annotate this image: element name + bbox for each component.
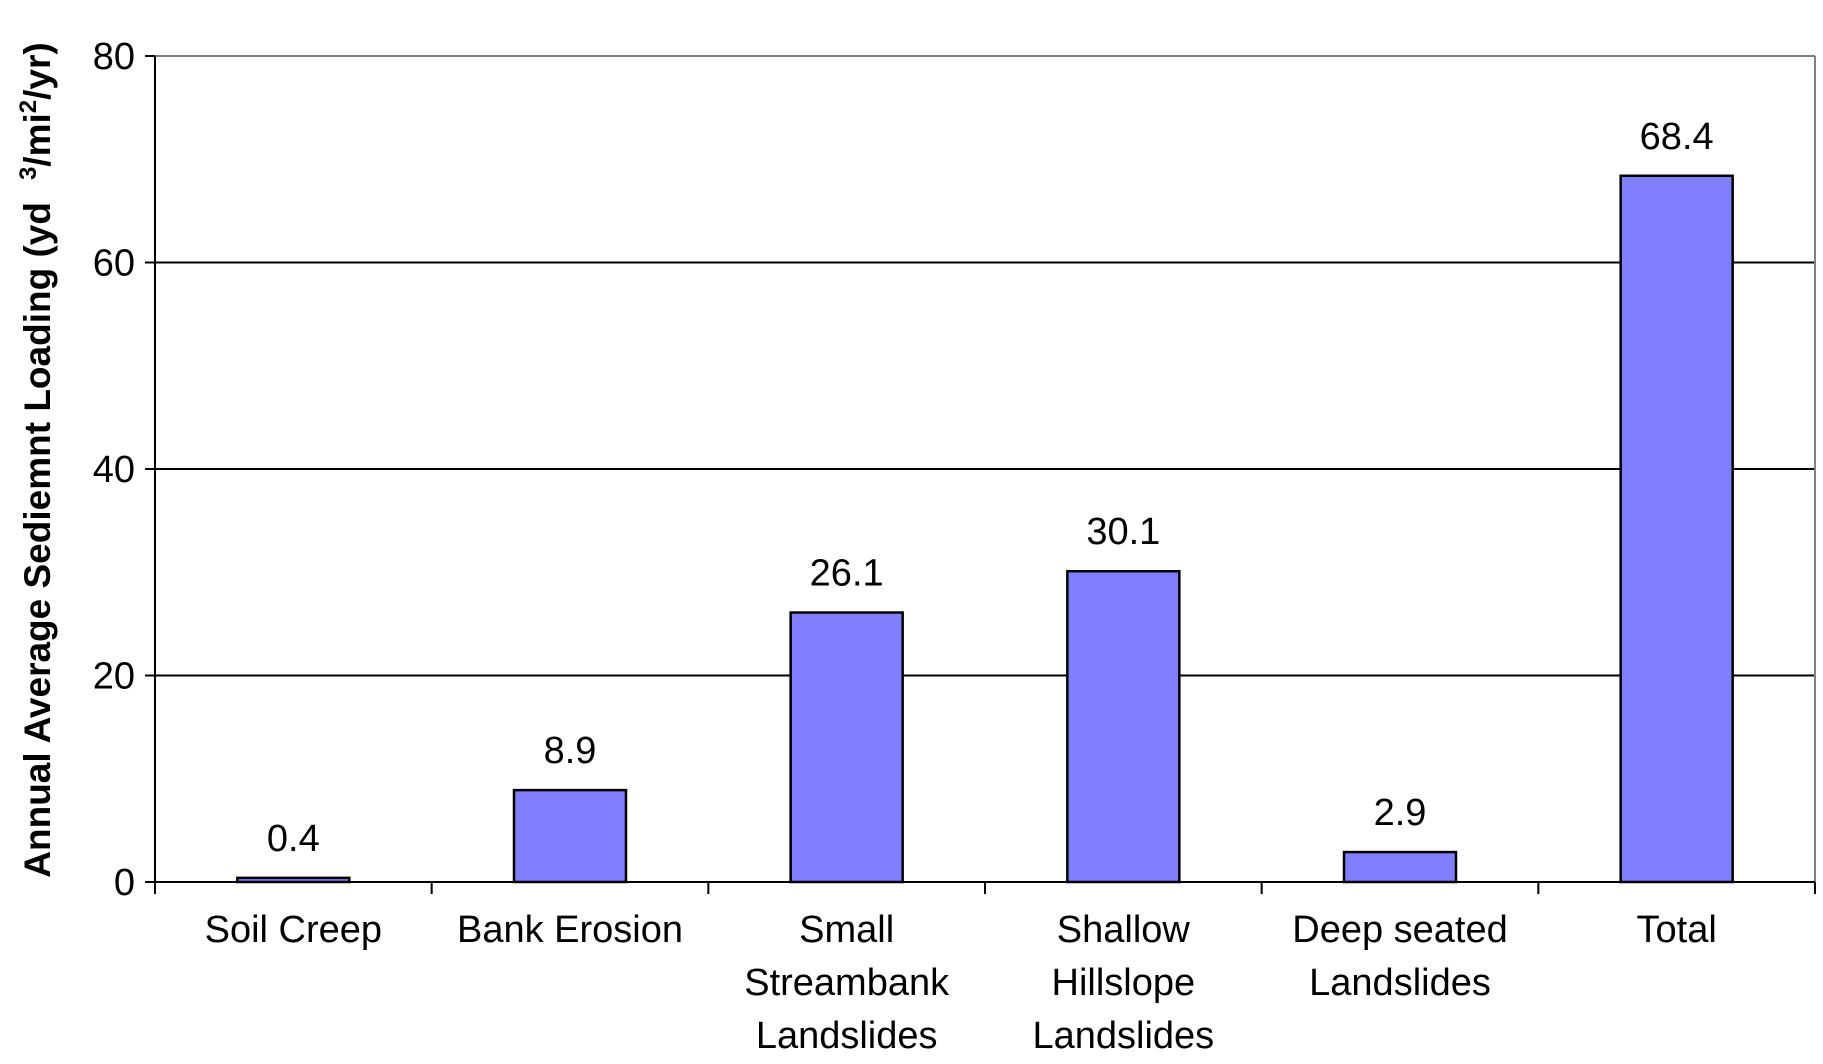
bars [236,174,1734,884]
x-category-label-line: Total [1637,909,1717,951]
x-category-label-line: Deep seated [1292,909,1508,951]
x-category-label-line: Streambank [744,962,950,1004]
data-labels: 0.4 8.9 26.1 30.1 2.9 68.4 [267,116,1714,860]
x-category-label-line: Landslides [756,1015,938,1057]
data-label-0: 0.4 [267,818,320,860]
data-label-3: 30.1 [1086,511,1160,553]
x-category-label-3: Shallow Hillslope Landslides [1032,909,1214,1057]
x-category-label-line: Landslides [1309,962,1491,1004]
bar-1 [512,788,628,884]
x-category-label-5: Total [1637,909,1717,951]
data-label-4: 2.9 [1374,792,1427,834]
x-category-label-line: Hillslope [1052,962,1196,1004]
y-tick-label: 0 [114,862,135,904]
x-category-label-4: Deep seated Landslides [1292,909,1508,1004]
x-category-label-line: Shallow [1057,909,1191,951]
y-axis-title-end: /yr) [17,42,58,100]
y-tick-labels: 0 20 40 60 80 [93,36,135,904]
gridlines [155,55,1815,677]
x-category-label-2: Small Streambank Landslides [744,909,950,1057]
y-axis-title-mid: /mi [17,113,58,166]
x-category-label-line: Soil Creep [205,909,382,951]
bar-3 [1066,569,1181,884]
bar-2 [789,611,904,884]
x-category-label-line: Landslides [1032,1015,1214,1057]
x-category-label-line: Small [799,909,894,951]
y-tick-label: 20 [93,656,135,698]
bar-5 [1619,174,1734,884]
data-label-2: 26.1 [810,553,884,595]
data-label-1: 8.9 [544,730,597,772]
y-axis-title-main: Annual Average Sediemnt Loading (yd [17,202,58,878]
y-axis-title-sup2: 2 [15,100,42,113]
y-tick-label: 40 [93,449,135,491]
data-label-5: 68.4 [1640,116,1714,158]
y-axis-title: Annual Average Sediemnt Loading (yd 3/mi2… [15,42,58,877]
x-category-label-0: Soil Creep [205,909,382,951]
bar-4 [1342,850,1458,884]
x-category-labels: Soil Creep Bank Erosion Small Streambank Lan… [205,909,1717,1057]
x-category-label-1: Bank Erosion [457,909,683,951]
y-tick-label: 60 [93,243,135,285]
y-axis-title-sup1: 3 [15,167,42,180]
y-tick-label: 80 [93,36,135,78]
axes [145,55,1816,894]
x-category-label-line: Bank Erosion [457,909,683,951]
